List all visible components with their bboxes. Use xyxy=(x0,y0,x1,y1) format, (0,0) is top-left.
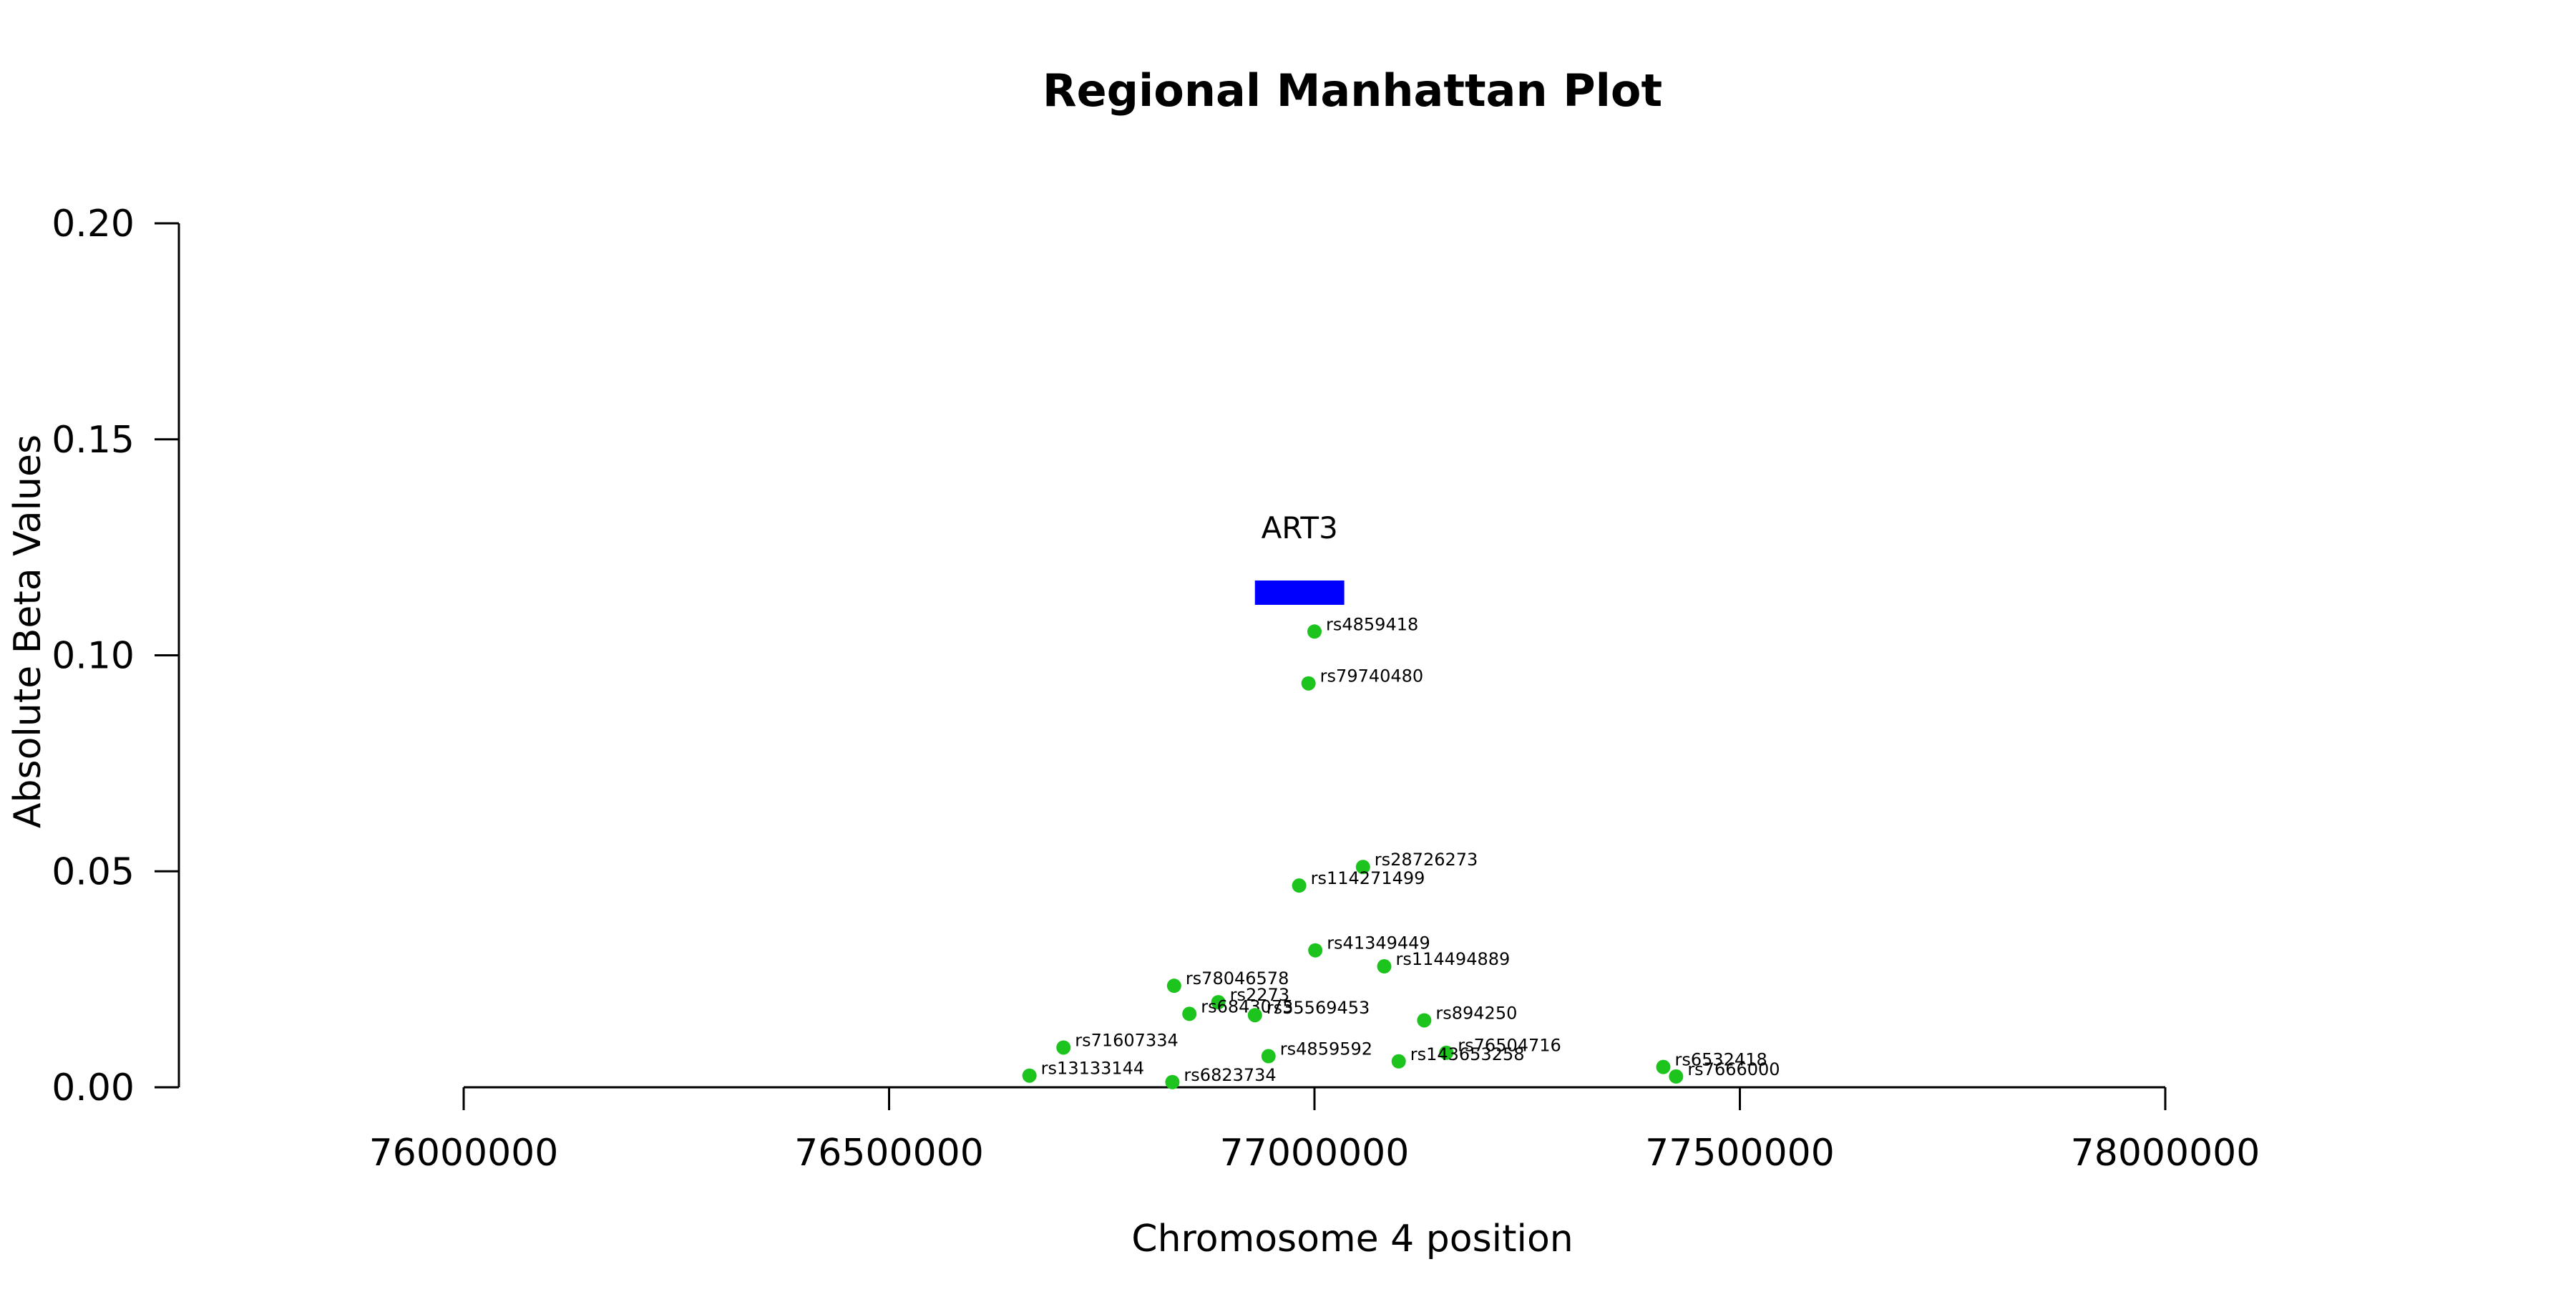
gene-track: ART3 xyxy=(1254,510,1345,605)
snp-label: rs894250 xyxy=(1435,1003,1517,1023)
snp-label: rs6532418 xyxy=(1674,1050,1767,1070)
y-tick-label: 0.05 xyxy=(52,850,135,893)
snp-point xyxy=(1182,1006,1197,1021)
snp-point xyxy=(1211,995,1226,1010)
snp-point xyxy=(1377,959,1392,974)
y-axis-label: Absolute Beta Values xyxy=(6,434,49,828)
snp-label: rs114271499 xyxy=(1311,868,1425,888)
x-axis: 76000000 76500000 77000000 77500000 78000000 xyxy=(369,1086,2260,1175)
snp-point xyxy=(1165,1074,1180,1089)
snp-label: rs4859418 xyxy=(1326,614,1418,634)
snp-point xyxy=(1417,1013,1432,1028)
snp-point xyxy=(1292,878,1307,893)
snp-point xyxy=(1247,1008,1262,1023)
snp-points: rs4859418 rs79740480 rs28726273rs114271499… xyxy=(1022,614,1780,1089)
snp-label: rs6823734 xyxy=(1184,1065,1276,1085)
snp-point xyxy=(1166,978,1181,994)
snp-label: rs78046578 xyxy=(1186,968,1289,989)
snp-point xyxy=(1308,943,1323,958)
x-axis-label: Chromosome 4 position xyxy=(1131,1218,1573,1261)
snp-point xyxy=(1669,1069,1684,1084)
snp-point xyxy=(1656,1059,1671,1074)
x-tick-label: 76500000 xyxy=(794,1132,984,1175)
chart-title: Regional Manhattan Plot xyxy=(1043,64,1662,117)
snp-point xyxy=(1022,1068,1037,1083)
y-tick-label: 0.00 xyxy=(52,1067,135,1109)
snp-label: rs79740480 xyxy=(1320,666,1424,686)
y-tick-label: 0.10 xyxy=(52,635,135,678)
gene-bar-art3 xyxy=(1254,580,1345,605)
snp-label: rs7666000 xyxy=(1687,1059,1780,1079)
y-axis: 0.00 0.05 0.10 0.15 0.20 xyxy=(52,203,180,1109)
y-tick-label: 0.15 xyxy=(52,419,135,462)
snp-point xyxy=(1301,676,1316,691)
x-tick-label: 77500000 xyxy=(1645,1132,1835,1175)
y-tick-label: 0.20 xyxy=(52,203,135,246)
snp-point xyxy=(1439,1045,1454,1060)
x-tick-label: 76000000 xyxy=(369,1132,559,1175)
snp-label: rs13133144 xyxy=(1041,1059,1145,1079)
snp-label: rs35569453 xyxy=(1267,998,1370,1018)
snp-label: rs28726273 xyxy=(1375,850,1478,870)
snp-label: rs71607334 xyxy=(1075,1030,1179,1050)
snp-point xyxy=(1355,860,1370,875)
snp-point xyxy=(1307,624,1322,639)
snp-label: rs114494889 xyxy=(1395,949,1510,969)
snp-point xyxy=(1056,1040,1071,1055)
snp-point xyxy=(1261,1049,1276,1064)
snp-point xyxy=(1391,1054,1406,1069)
snp-label: rs2273 xyxy=(1230,985,1289,1005)
x-tick-label: 77000000 xyxy=(1220,1132,1410,1175)
snp-label: rs6843075 xyxy=(1201,996,1293,1016)
snp-label: rs41349449 xyxy=(1327,933,1430,953)
x-tick-label: 78000000 xyxy=(2071,1132,2260,1175)
snp-label: rs4859592 xyxy=(1280,1039,1372,1059)
snp-label: rs143653258 xyxy=(1410,1044,1525,1064)
snp-label: rs76504716 xyxy=(1458,1036,1561,1056)
gene-label: ART3 xyxy=(1262,510,1338,545)
